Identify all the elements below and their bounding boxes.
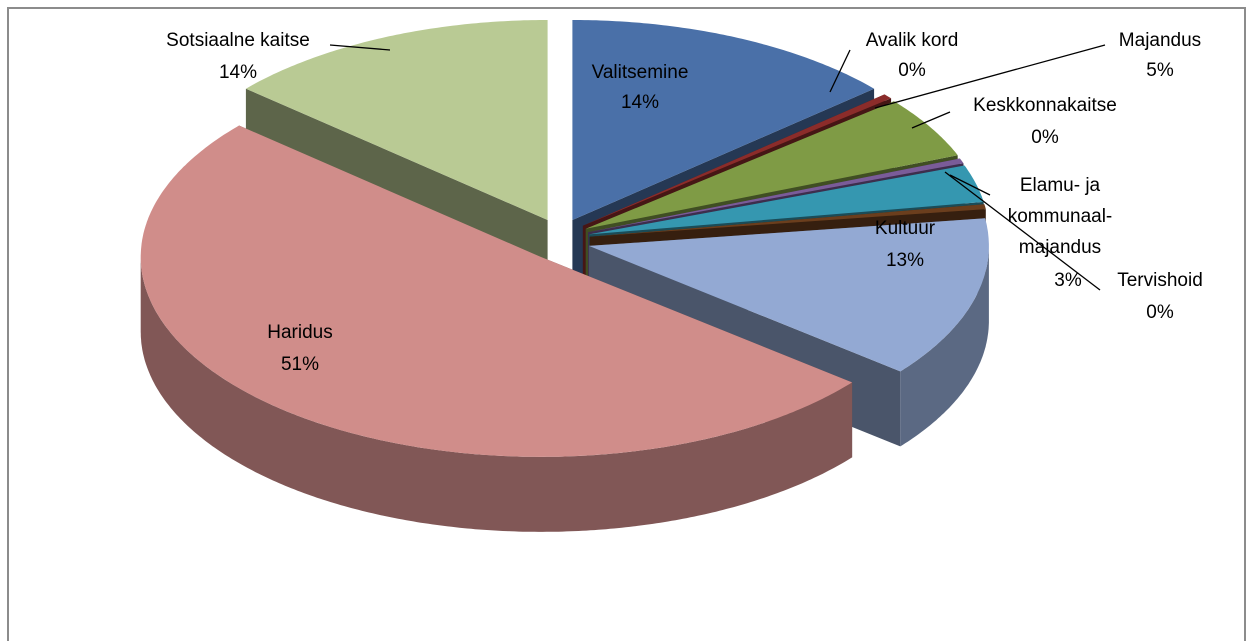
leader-line [944,171,1101,291]
leader-line [949,174,991,196]
leader-line [874,44,1106,109]
slice [589,204,986,237]
value-label: 5% [1146,60,1174,81]
category-label: Sotsiaalne kaitse [166,30,310,51]
slice [140,125,853,457]
slice [572,20,875,220]
slice [245,20,548,220]
leader-line [911,111,951,129]
leader-line [329,44,391,51]
category-label: Haridus [267,322,333,343]
value-label: 0% [898,60,926,81]
category-label: Majandus [1118,30,1202,51]
value-label: 0% [1031,127,1059,148]
category-label: Elamu- ja kommunaal-majandus [1007,175,1113,258]
category-label: Valitsemine [591,62,689,83]
slice [585,101,958,229]
leader-line [829,49,851,93]
category-label: Avalik kord [865,30,959,51]
slice-wall [140,256,853,532]
slice [588,158,964,233]
value-label: 3% [1054,270,1082,291]
slice-wall [900,245,989,447]
slice [589,165,984,235]
value-label: 14% [218,62,258,83]
category-label: Kultuur [874,218,936,239]
slice [588,218,989,372]
category-label: Keskkonnakaitse [973,95,1117,116]
value-label: 14% [620,92,660,113]
value-label: 13% [885,250,925,271]
value-label: 0% [1146,302,1174,323]
slice [582,94,892,226]
value-label: 51% [280,354,320,375]
category-label: Tervishoid [1117,270,1203,291]
